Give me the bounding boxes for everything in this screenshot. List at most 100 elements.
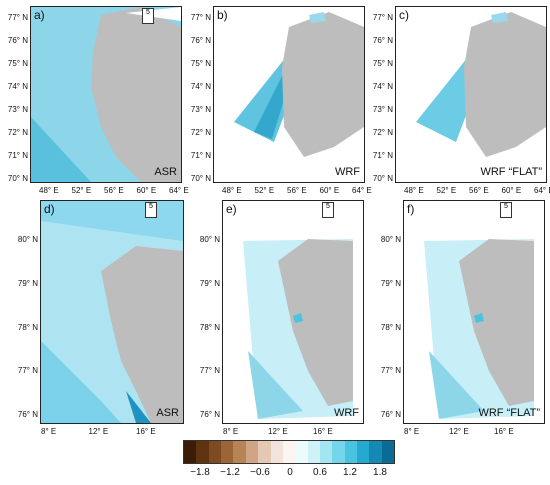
lat-tick-label: 75° N — [372, 59, 393, 68]
lon-tick-label: 64° E — [352, 186, 372, 195]
lat-tick-label: 76° N — [190, 36, 211, 45]
lat-tick-label: 75° N — [7, 59, 28, 68]
lat-tick-label: 77° N — [190, 13, 211, 22]
panel-c: c) WRF “FLAT” — [395, 6, 547, 183]
colorbar-swatch — [208, 441, 222, 463]
colorbar-swatch — [282, 441, 296, 463]
lat-tick-label: 71° N — [190, 151, 211, 160]
colorbar-tick-label: 1.8 — [373, 467, 387, 478]
panel-label: b) — [217, 8, 228, 22]
map-a — [31, 7, 181, 182]
lat-tick-label: 70° N — [7, 174, 28, 183]
panel-label: f) — [407, 202, 415, 216]
lat-tick-label: 79° N — [17, 278, 38, 288]
colorbar-swatch — [369, 441, 382, 463]
lat-tick-label: 70° N — [372, 174, 393, 183]
colorbar-swatch — [258, 441, 271, 463]
lon-tick-label: 16° E — [136, 427, 156, 436]
lon-tick-label: 8° E — [41, 427, 57, 436]
reference-vector-box: 5 — [145, 202, 157, 218]
colorbar-swatch — [344, 441, 358, 463]
lat-tick-label: 74° N — [7, 82, 28, 91]
lon-tick-label: 16° E — [313, 427, 333, 436]
lat-tick-label: 71° N — [7, 151, 28, 160]
lat-tick-label: 80° N — [380, 235, 401, 244]
lon-tick-label: 52° E — [71, 186, 92, 195]
lat-tick-label: 73° N — [7, 105, 28, 114]
map-b — [214, 7, 364, 182]
map-d — [41, 201, 183, 423]
panel-b: b) WRF — [213, 6, 365, 183]
model-label: WRF — [334, 166, 360, 178]
lat-tick-label: 72° N — [190, 128, 211, 137]
model-label: WRF — [333, 407, 359, 419]
lon-tick-label: 60° E — [136, 186, 157, 195]
panel-label: a) — [34, 8, 45, 22]
model-label: WRF “FLAT” — [478, 407, 540, 419]
model-label: ASR — [156, 407, 179, 419]
map-f — [404, 201, 544, 423]
lat-tick-label: 71° N — [372, 151, 393, 160]
lat-tick-label: 77° N — [7, 13, 28, 22]
lat-tick-label: 72° N — [7, 128, 28, 137]
map-c — [396, 7, 546, 182]
colorbar-swatch — [270, 441, 283, 463]
lat-tick-label: 78° N — [199, 322, 220, 332]
panel-label: c) — [399, 8, 409, 22]
lat-tick-label: 76° N — [199, 410, 220, 419]
reference-vector-box: 5 — [500, 202, 512, 218]
lat-tick-label: 72° N — [372, 128, 393, 137]
lat-tick-label: 73° N — [190, 105, 211, 114]
lon-tick-label: 56° E — [104, 186, 124, 195]
colorbar-tick-label: 0 — [287, 467, 293, 478]
lat-tick-label: 76° N — [17, 410, 38, 419]
lon-tick-label: 56° E — [469, 186, 489, 195]
colorbar-swatch — [245, 441, 259, 463]
lon-tick-label: 52° E — [254, 186, 275, 195]
lon-tick-label: 8° E — [404, 427, 420, 436]
lat-tick-label: 80° N — [199, 235, 220, 244]
panel-label: e) — [226, 202, 237, 216]
lat-tick-label: 80° N — [17, 235, 38, 244]
lon-tick-label: 12° E — [268, 427, 288, 436]
colorbar — [183, 440, 395, 464]
lon-tick-label: 48° E — [404, 186, 424, 195]
colorbar-tick-label: −1.2 — [220, 467, 240, 478]
lon-tick-label: 48° E — [39, 186, 59, 195]
lat-tick-label: 75° N — [190, 59, 211, 68]
lon-tick-label: 60° E — [501, 186, 522, 195]
model-label: WRF “FLAT” — [480, 166, 542, 178]
colorbar-swatch — [319, 441, 333, 463]
lon-tick-label: 48° E — [222, 186, 242, 195]
colorbar-swatch — [221, 441, 234, 463]
map-e — [223, 201, 363, 423]
colorbar-swatch — [184, 441, 197, 463]
colorbar-swatch — [332, 441, 345, 463]
lon-tick-label: 16° E — [494, 427, 514, 436]
lon-tick-label: 60° E — [319, 186, 340, 195]
lon-tick-label: 12° E — [88, 427, 109, 436]
lat-tick-label: 77° N — [372, 13, 393, 22]
reference-vector-box: 5 — [322, 202, 334, 218]
lat-tick-label: 79° N — [199, 278, 220, 288]
colorbar-tick-label: 0.6 — [313, 467, 327, 478]
colorbar-swatch — [307, 441, 320, 463]
colorbar-tick-label: −1.8 — [190, 467, 210, 478]
panel-e: e) WRF — [222, 200, 364, 424]
colorbar-swatch — [357, 441, 370, 463]
lat-tick-label: 77° N — [199, 366, 220, 376]
reference-vector-box: 5 — [142, 8, 154, 24]
colorbar-swatch — [196, 441, 209, 463]
colorbar-swatch — [381, 441, 395, 463]
lat-tick-label: 74° N — [190, 82, 211, 91]
colorbar-swatch — [295, 441, 308, 463]
lat-tick-label: 74° N — [372, 82, 393, 91]
lon-tick-label: 8° E — [223, 427, 239, 436]
lat-tick-label: 78° N — [17, 322, 38, 332]
panel-d: d) ASR — [40, 200, 184, 424]
lat-tick-label: 70° N — [190, 174, 211, 183]
model-label: ASR — [154, 166, 177, 178]
lat-tick-label: 77° N — [380, 366, 401, 376]
colorbar-tick-label: −0.6 — [250, 467, 270, 478]
panel-label: d) — [44, 202, 55, 216]
